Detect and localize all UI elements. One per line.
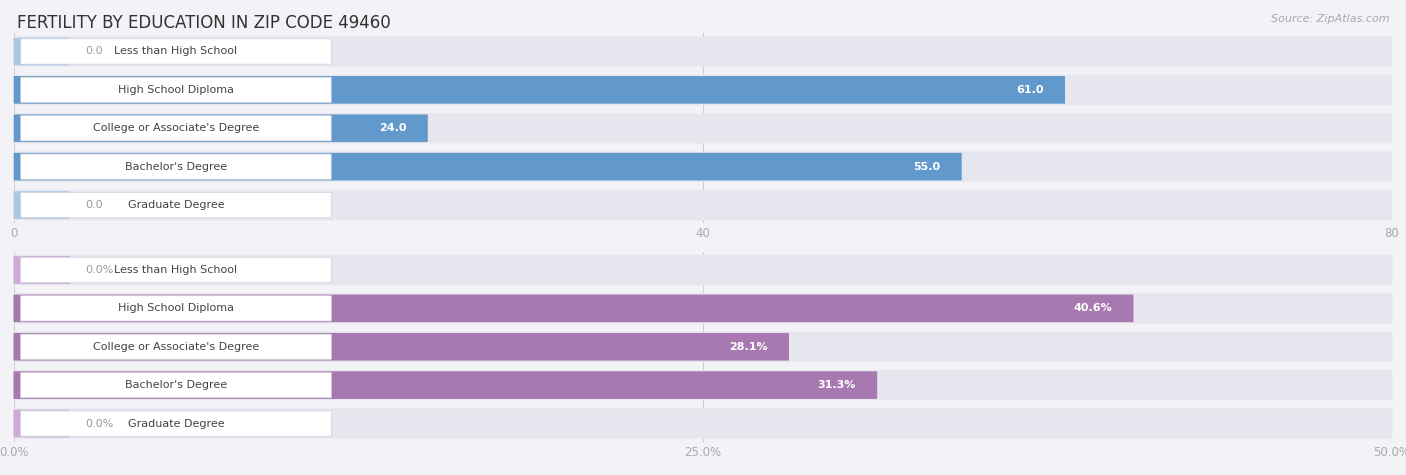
FancyBboxPatch shape — [14, 370, 1392, 400]
FancyBboxPatch shape — [14, 114, 427, 142]
Text: 55.0: 55.0 — [914, 162, 941, 171]
FancyBboxPatch shape — [14, 76, 1064, 104]
FancyBboxPatch shape — [14, 333, 789, 361]
FancyBboxPatch shape — [21, 372, 332, 398]
Text: 0.0: 0.0 — [86, 200, 103, 210]
FancyBboxPatch shape — [21, 154, 332, 179]
Text: Source: ZipAtlas.com: Source: ZipAtlas.com — [1271, 14, 1389, 24]
FancyBboxPatch shape — [14, 294, 1133, 322]
Text: 24.0: 24.0 — [380, 123, 406, 133]
Text: High School Diploma: High School Diploma — [118, 85, 233, 95]
FancyBboxPatch shape — [14, 255, 1392, 285]
FancyBboxPatch shape — [21, 77, 332, 103]
FancyBboxPatch shape — [21, 39, 332, 64]
Text: Graduate Degree: Graduate Degree — [128, 200, 225, 210]
FancyBboxPatch shape — [14, 293, 1392, 323]
FancyBboxPatch shape — [14, 408, 1392, 439]
FancyBboxPatch shape — [21, 257, 332, 283]
Text: College or Associate's Degree: College or Associate's Degree — [93, 342, 259, 352]
FancyBboxPatch shape — [14, 410, 70, 437]
Text: Graduate Degree: Graduate Degree — [128, 418, 225, 428]
Text: High School Diploma: High School Diploma — [118, 304, 233, 314]
Text: 28.1%: 28.1% — [730, 342, 768, 352]
Text: 61.0: 61.0 — [1017, 85, 1045, 95]
FancyBboxPatch shape — [14, 75, 1392, 105]
FancyBboxPatch shape — [21, 192, 332, 218]
Text: Less than High School: Less than High School — [114, 47, 238, 57]
Text: 31.3%: 31.3% — [817, 380, 856, 390]
Text: 40.6%: 40.6% — [1073, 304, 1112, 314]
FancyBboxPatch shape — [14, 256, 70, 284]
Text: Bachelor's Degree: Bachelor's Degree — [125, 380, 226, 390]
Text: FERTILITY BY EDUCATION IN ZIP CODE 49460: FERTILITY BY EDUCATION IN ZIP CODE 49460 — [17, 14, 391, 32]
FancyBboxPatch shape — [14, 36, 1392, 66]
Text: Bachelor's Degree: Bachelor's Degree — [125, 162, 226, 171]
FancyBboxPatch shape — [14, 332, 1392, 362]
Text: 0.0%: 0.0% — [86, 265, 114, 275]
FancyBboxPatch shape — [14, 190, 1392, 220]
Text: College or Associate's Degree: College or Associate's Degree — [93, 123, 259, 133]
FancyBboxPatch shape — [21, 411, 332, 436]
FancyBboxPatch shape — [21, 296, 332, 321]
Text: Less than High School: Less than High School — [114, 265, 238, 275]
FancyBboxPatch shape — [21, 115, 332, 141]
Text: 0.0%: 0.0% — [86, 418, 114, 428]
FancyBboxPatch shape — [14, 191, 69, 219]
FancyBboxPatch shape — [14, 153, 962, 180]
FancyBboxPatch shape — [14, 38, 69, 65]
FancyBboxPatch shape — [14, 152, 1392, 182]
FancyBboxPatch shape — [14, 371, 877, 399]
FancyBboxPatch shape — [14, 113, 1392, 143]
FancyBboxPatch shape — [21, 334, 332, 360]
Text: 0.0: 0.0 — [86, 47, 103, 57]
